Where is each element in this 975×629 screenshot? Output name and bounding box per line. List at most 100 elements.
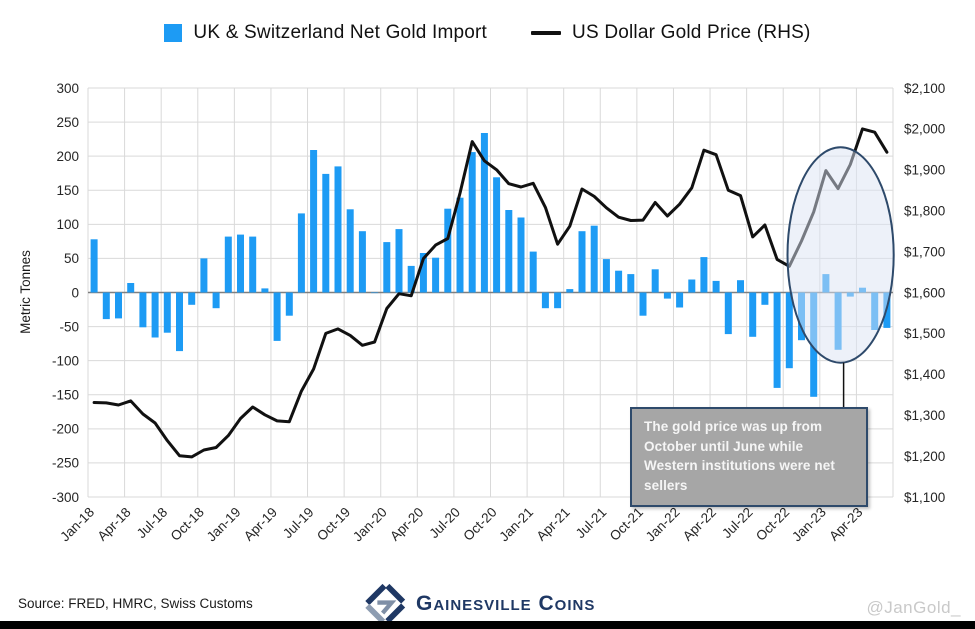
left-axis-tick: -250: [52, 456, 79, 471]
gold-price-line: [92, 127, 889, 459]
bar-May-21: [578, 231, 586, 293]
bar-Apr-18: [127, 283, 135, 293]
bar-Nov-21: [651, 269, 659, 293]
gainesville-coins-logo-icon: [365, 583, 406, 624]
bar-Oct-20: [493, 177, 501, 293]
x-axis-tick: Oct-19: [314, 505, 353, 544]
bar-May-18: [139, 292, 147, 328]
bar-Dec-19: [371, 292, 379, 294]
left-axis-tick: -100: [52, 353, 79, 368]
legend-item-gold-import: UK & Switzerland Net Gold Import: [164, 22, 487, 44]
right-axis-tick: $1,200: [904, 449, 945, 464]
highlight-ellipse: [786, 146, 895, 364]
left-axis-tick: 0: [71, 285, 79, 300]
bar-Aug-18: [176, 292, 183, 352]
right-axis-tick: $2,100: [904, 81, 945, 96]
line-series-label: US Dollar Gold Price (RHS): [572, 22, 811, 43]
bar-Jan-21: [529, 251, 537, 293]
x-axis-tick: Jul-18: [134, 505, 171, 542]
bar-May-22: [724, 292, 732, 335]
left-axis-tick: -300: [52, 490, 79, 505]
x-axis-tick: Jul-21: [573, 505, 610, 542]
bar-Nov-18: [212, 292, 220, 309]
left-axis-tick: 50: [64, 251, 79, 266]
bar-Sep-20: [480, 133, 488, 293]
left-axis-tick: 100: [56, 217, 79, 232]
bar-Nov-19: [358, 231, 366, 293]
line-series-swatch-icon: [531, 31, 562, 35]
right-axis-tick: $1,500: [904, 326, 945, 341]
bar-Jan-22: [676, 292, 684, 308]
left-axis-tick: -150: [52, 388, 79, 403]
bar-Jan-19: [237, 234, 244, 293]
bar-Jun-18: [151, 292, 159, 338]
bar-Jul-20: [456, 197, 464, 293]
brand-name: Gainesville Coins: [416, 592, 596, 615]
annotation-callout-box: The gold price was up from October until…: [630, 407, 868, 508]
bar-Apr-19: [273, 292, 281, 341]
x-axis-tick: Apr-20: [387, 505, 426, 544]
x-axis-tick: Jul-19: [280, 505, 317, 542]
source-note: Source: FRED, HMRC, Swiss Customs: [18, 596, 253, 611]
gold-import-vs-price-chart: 300 250 200 150 100 50 0 -50 -100 -150 -200 -250 -30…: [18, 81, 945, 545]
bar-Sep-19: [334, 166, 342, 293]
legend-item-gold-price: US Dollar Gold Price (RHS): [531, 22, 811, 44]
right-axis-tick: $1,600: [904, 285, 945, 300]
left-axis-tick: 250: [56, 115, 79, 130]
x-axis-tick: Oct-18: [168, 505, 207, 544]
left-axis-tick: 300: [56, 81, 79, 96]
bar-Apr-21: [566, 289, 574, 293]
left-axis-tick: 150: [56, 183, 79, 198]
bar-May-19: [285, 292, 293, 316]
bar-May-20: [432, 257, 440, 293]
bar-Aug-19: [322, 173, 330, 293]
bar-Sep-21: [627, 274, 635, 293]
bar-series-swatch-icon: [164, 24, 183, 42]
bar-series-label: UK & Switzerland Net Gold Import: [193, 22, 488, 43]
bar-Apr-22: [712, 280, 720, 293]
right-axis-tick: $1,900: [904, 163, 945, 178]
annotation-text: The gold price was up from October until…: [644, 419, 835, 493]
bar-Oct-22: [785, 292, 793, 369]
x-axis-tick: Apr-23: [826, 505, 865, 544]
bar-Aug-21: [615, 270, 623, 293]
right-axis-tick: $1,100: [904, 490, 945, 505]
bar-Mar-21: [554, 292, 562, 309]
bar-Feb-21: [541, 292, 549, 309]
x-axis-tick: Apr-18: [94, 505, 133, 544]
right-axis-tick: $1,400: [904, 367, 945, 382]
chart-legend: UK & Switzerland Net Gold Import US Doll…: [0, 22, 975, 44]
x-axis-tick: Oct-21: [607, 505, 646, 544]
bar-Mar-18: [115, 292, 122, 319]
bar-Apr-20: [419, 253, 427, 293]
x-axis-tick: Oct-22: [753, 505, 792, 544]
bar-Jun-20: [444, 208, 452, 293]
x-axis-tick: Apr-22: [680, 505, 719, 544]
x-axis-tick: Apr-21: [534, 505, 573, 544]
x-axis-tick: Jan-22: [643, 505, 683, 545]
x-axis-tick: Jan-19: [204, 505, 244, 545]
x-axis-tick: Jul-20: [426, 505, 463, 542]
x-axis-tick: Jan-21: [496, 505, 536, 545]
left-axis-tick: 200: [56, 149, 79, 164]
right-axis-tick: $2,000: [904, 122, 945, 137]
bottom-bar: [0, 621, 975, 629]
bar-Feb-19: [249, 236, 257, 293]
bar-Feb-22: [688, 279, 696, 293]
bar-Mar-19: [261, 288, 269, 293]
left-axis-tick: -50: [59, 319, 79, 334]
bar-Oct-18: [200, 258, 208, 293]
right-axis-tick: $1,800: [904, 204, 945, 219]
bar-Dec-20: [517, 217, 525, 293]
x-axis-tick: Oct-20: [460, 505, 499, 544]
x-axis-tick: Jan-20: [350, 505, 390, 545]
bar-Jul-19: [310, 150, 318, 293]
bar-Jan-18: [90, 239, 98, 293]
right-axis-tick: $1,700: [904, 244, 945, 259]
x-axis-tick: Jan-18: [57, 505, 97, 545]
bar-Jun-22: [737, 280, 744, 293]
bar-Mar-20: [407, 265, 415, 293]
x-axis-tick: Apr-19: [241, 505, 280, 544]
bar-Jun-19: [297, 213, 305, 293]
